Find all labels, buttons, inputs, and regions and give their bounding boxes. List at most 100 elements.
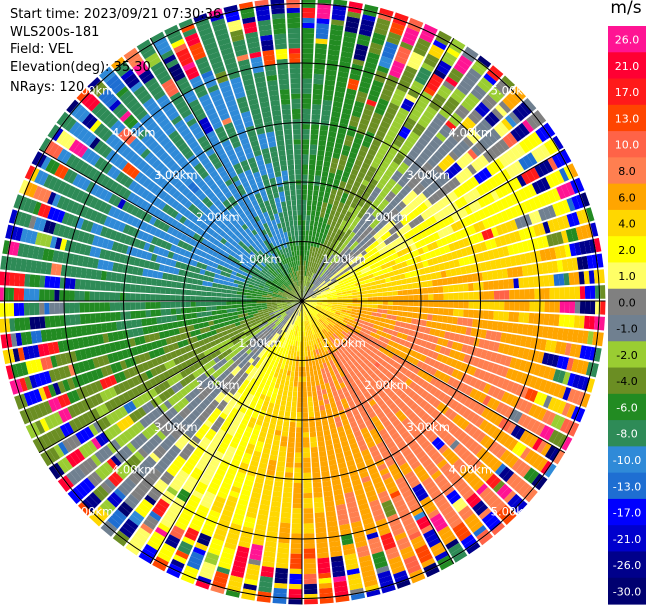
velocity-gate — [294, 473, 302, 478]
velocity-gate — [302, 53, 313, 58]
velocity-gate — [316, 232, 320, 238]
velocity-gate — [307, 246, 310, 251]
velocity-gate — [398, 290, 403, 295]
velocity-gate — [303, 458, 310, 463]
velocity-gate — [317, 542, 328, 548]
velocity-gate — [292, 523, 302, 528]
velocity-gate — [295, 463, 303, 468]
velocity-gate — [292, 397, 297, 402]
velocity-gate — [277, 461, 285, 467]
velocity-gate — [315, 216, 320, 222]
velocity-gate — [306, 361, 309, 366]
velocity-gate — [275, 399, 281, 405]
velocity-gate — [290, 559, 302, 564]
velocity-gate — [295, 453, 302, 458]
velocity-gate — [423, 294, 428, 300]
velocity-gate — [443, 308, 449, 315]
velocity-gate — [286, 457, 294, 463]
velocity-gate — [377, 293, 382, 297]
velocity-gate — [295, 341, 298, 346]
velocity-gate — [285, 380, 290, 386]
velocity-gate — [599, 317, 605, 331]
velocity-gate — [513, 278, 519, 288]
velocity-gate — [304, 574, 317, 580]
velocity-gate — [284, 482, 293, 488]
velocity-gate — [285, 406, 291, 412]
velocity-gate — [524, 313, 530, 324]
velocity-gate — [363, 298, 368, 301]
velocity-gate — [499, 290, 504, 299]
velocity-gate — [303, 493, 312, 498]
velocity-gate — [523, 277, 529, 288]
velocity-gate — [438, 301, 443, 307]
velocity-gate — [494, 291, 499, 300]
velocity-gate — [373, 305, 378, 309]
velocity-gate — [393, 306, 398, 311]
velocity-gate — [504, 301, 509, 310]
velocity-gate — [312, 360, 316, 366]
velocity-gate — [295, 372, 299, 377]
velocity-gate — [282, 395, 287, 401]
velocity-gate — [323, 394, 329, 400]
velocity-gate — [412, 313, 418, 319]
velocity-gate — [310, 150, 317, 156]
velocity-gate — [438, 308, 444, 315]
velocity-gate — [396, 316, 402, 321]
velocity-gate — [503, 279, 509, 289]
velocity-gate — [293, 503, 302, 508]
velocity-gate — [391, 281, 397, 286]
velocity-gate — [332, 303, 337, 305]
velocity-gate — [513, 312, 519, 322]
velocity-gate — [378, 305, 383, 309]
velocity-gate — [398, 296, 403, 301]
velocity-gate — [297, 397, 302, 402]
velocity-gate — [320, 228, 325, 234]
velocity-gate — [303, 453, 310, 458]
velocity-gate — [433, 301, 438, 307]
velocity-gate — [302, 63, 313, 68]
velocity-gate — [304, 599, 318, 604]
velocity-gate — [321, 176, 327, 182]
velocity-gate — [288, 386, 293, 392]
velocity-gate — [312, 472, 320, 478]
velocity-gate — [303, 427, 309, 432]
velocity-gate — [378, 297, 383, 301]
velocity-gate — [316, 28, 329, 34]
velocity-gate — [483, 311, 489, 320]
velocity-gate — [275, 578, 288, 584]
velocity-gate — [472, 319, 478, 327]
velocity-gate — [322, 202, 328, 208]
velocity-gate — [448, 309, 454, 316]
velocity-gate — [413, 295, 418, 300]
velocity-gate — [318, 222, 323, 228]
velocity-gate — [401, 317, 407, 323]
velocity-gate — [318, 441, 325, 447]
velocity-gate — [314, 406, 320, 412]
velocity-gate — [580, 286, 585, 299]
velocity-gate — [304, 341, 306, 346]
velocity-gate — [303, 483, 312, 488]
velocity-gate — [438, 286, 444, 293]
velocity-gate — [459, 293, 464, 300]
velocity-gate — [452, 277, 458, 285]
velocity-gate — [463, 284, 469, 292]
velocity-gate — [433, 294, 438, 300]
velocity-gate — [519, 301, 524, 311]
velocity-gate — [494, 301, 499, 310]
velocity-gate — [371, 312, 377, 316]
velocity-gate — [297, 346, 300, 351]
velocity-gate — [303, 407, 308, 412]
velocity-gate — [302, 205, 306, 210]
velocity-gate — [312, 109, 321, 115]
velocity-gate — [381, 314, 387, 319]
velocity-gate — [314, 507, 324, 513]
velocity-gate — [315, 512, 325, 518]
velocity-gate — [386, 314, 392, 319]
velocity-gate — [316, 165, 323, 171]
velocity-gate — [282, 497, 291, 503]
velocity-gate — [290, 422, 296, 428]
velocity-gate — [373, 301, 378, 304]
velocity-gate — [317, 150, 324, 156]
velocity-gate — [317, 390, 322, 396]
velocity-gate — [400, 322, 406, 328]
